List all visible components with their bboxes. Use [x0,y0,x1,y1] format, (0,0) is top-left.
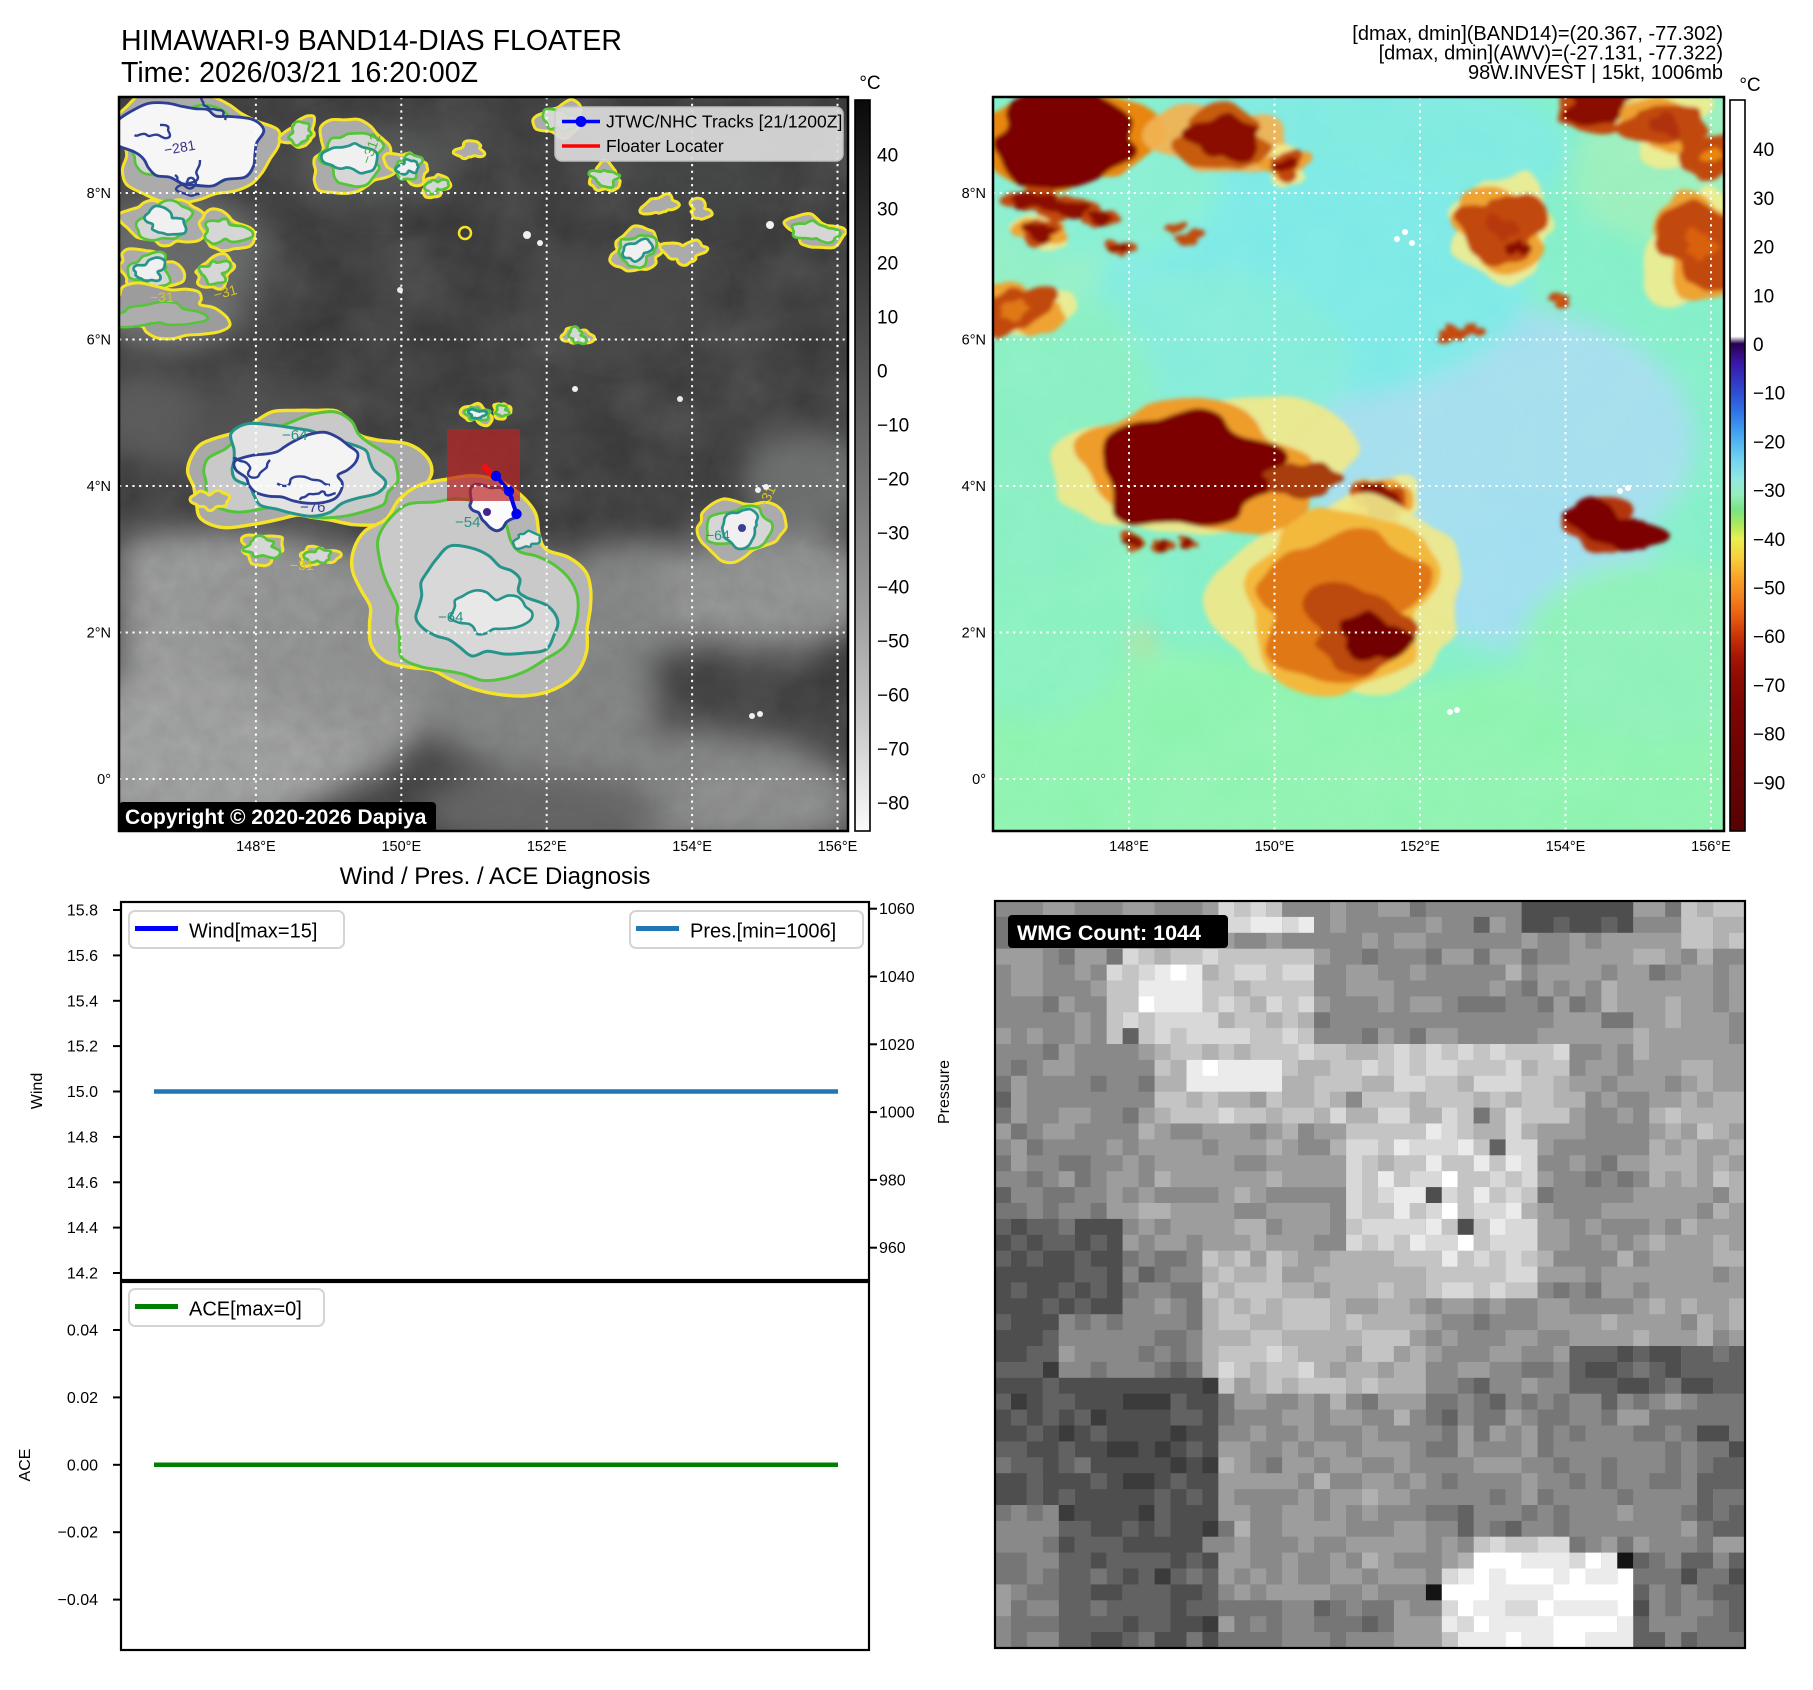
svg-text:150°E: 150°E [381,839,421,855]
svg-text:960: 960 [879,1240,906,1257]
svg-text:14.6: 14.6 [67,1175,98,1192]
svg-text:0: 0 [877,362,888,383]
svg-text:JTWC/NHC Tracks [21/1200Z]: JTWC/NHC Tracks [21/1200Z] [606,112,842,132]
svg-text:−64: −64 [706,527,730,543]
svg-text:14.4: 14.4 [67,1220,98,1237]
svg-text:15.6: 15.6 [67,948,98,965]
svg-text:6°N: 6°N [962,333,986,349]
svg-text:15.8: 15.8 [67,903,98,920]
svg-text:−20: −20 [1753,432,1785,453]
svg-text:−70: −70 [877,740,909,761]
svg-text:40: 40 [877,146,898,167]
svg-text:−10: −10 [1753,384,1785,405]
svg-text:0°: 0° [972,772,986,788]
svg-text:−60: −60 [1753,627,1785,648]
svg-text:−20: −20 [877,470,909,491]
svg-text:154°E: 154°E [1546,839,1586,855]
svg-text:−30: −30 [1753,481,1785,502]
svg-text:°C: °C [1739,75,1760,96]
svg-text:−31: −31 [290,557,314,573]
svg-text:−60: −60 [877,686,909,707]
svg-text:15.4: 15.4 [67,993,98,1010]
svg-text:ACE[max=0]: ACE[max=0] [189,1299,302,1321]
svg-text:0: 0 [1753,335,1764,356]
svg-text:−30: −30 [877,524,909,545]
svg-text:156°E: 156°E [818,839,858,855]
svg-text:4°N: 4°N [962,479,986,495]
svg-text:[dmax, dmin](BAND14)=(20.367,: [dmax, dmin](BAND14)=(20.367, -77.302) [1352,23,1723,45]
svg-text:0.00: 0.00 [67,1457,98,1474]
svg-text:−0.02: −0.02 [58,1525,99,1542]
svg-text:2°N: 2°N [87,626,111,642]
svg-text:10: 10 [877,308,898,329]
svg-text:°C: °C [859,73,880,94]
svg-text:4°N: 4°N [87,479,111,495]
svg-text:−64: −64 [282,427,307,444]
svg-text:152°E: 152°E [527,839,567,855]
svg-text:1060: 1060 [879,901,915,918]
svg-text:−76: −76 [300,499,325,516]
svg-text:0.04: 0.04 [67,1323,98,1340]
svg-text:WMG Count: 1044: WMG Count: 1044 [1017,921,1201,945]
svg-text:152°E: 152°E [1400,839,1440,855]
svg-text:20: 20 [1753,238,1774,259]
svg-text:Time: 2026/03/21 16:20:00Z: Time: 2026/03/21 16:20:00Z [121,57,478,89]
svg-text:98W.INVEST | 15kt, 1006mb: 98W.INVEST | 15kt, 1006mb [1468,62,1723,84]
svg-text:15.0: 15.0 [67,1084,98,1101]
svg-text:−64: −64 [438,609,463,626]
svg-text:HIMAWARI-9 BAND14-DIAS FLOATER: HIMAWARI-9 BAND14-DIAS FLOATER [121,25,622,57]
svg-text:20: 20 [877,254,898,275]
svg-text:148°E: 148°E [236,839,276,855]
svg-text:−50: −50 [877,632,909,653]
svg-text:40: 40 [1753,140,1774,161]
svg-text:1020: 1020 [879,1037,915,1054]
svg-text:−70: −70 [1753,676,1785,697]
svg-text:−31: −31 [212,281,239,303]
svg-text:Pressure: Pressure [936,1060,953,1124]
svg-text:−50: −50 [1753,579,1785,600]
svg-text:1000: 1000 [879,1105,915,1122]
svg-text:6°N: 6°N [87,333,111,349]
svg-text:0°: 0° [97,772,111,788]
svg-text:30: 30 [1753,189,1774,210]
svg-text:980: 980 [879,1172,906,1189]
svg-text:1040: 1040 [879,969,915,986]
svg-text:154°E: 154°E [672,839,712,855]
svg-text:−0.04: −0.04 [58,1592,99,1609]
svg-text:−54: −54 [455,514,480,531]
svg-text:10: 10 [1753,286,1774,307]
svg-text:−10: −10 [877,416,909,437]
svg-text:8°N: 8°N [962,186,986,202]
svg-text:−40: −40 [1753,530,1785,551]
svg-text:−80: −80 [877,794,909,815]
svg-text:−281: −281 [163,137,197,158]
svg-text:−31: −31 [150,289,174,305]
svg-text:150°E: 150°E [1255,839,1295,855]
svg-text:Copyright © 2020-2026 Dapiya: Copyright © 2020-2026 Dapiya [125,806,427,829]
svg-text:Wind[max=15]: Wind[max=15] [189,921,317,943]
svg-text:Wind: Wind [29,1073,46,1109]
svg-text:0.02: 0.02 [67,1390,98,1407]
svg-text:Pres.[min=1006]: Pres.[min=1006] [690,921,836,943]
svg-text:8°N: 8°N [87,186,111,202]
svg-text:15.2: 15.2 [67,1039,98,1056]
svg-text:14.2: 14.2 [67,1266,98,1283]
svg-text:156°E: 156°E [1691,839,1731,855]
svg-text:−80: −80 [1753,725,1785,746]
svg-text:−40: −40 [877,578,909,599]
svg-text:14.8: 14.8 [67,1129,98,1146]
svg-text:148°E: 148°E [1109,839,1149,855]
svg-text:Wind / Pres. / ACE Diagnosis: Wind / Pres. / ACE Diagnosis [340,863,651,890]
svg-text:[dmax, dmin](AWV)=(-27.131, -7: [dmax, dmin](AWV)=(-27.131, -77.322) [1379,43,1723,65]
svg-text:Floater Locater: Floater Locater [606,136,724,156]
svg-text:−90: −90 [1753,773,1785,794]
svg-text:2°N: 2°N [962,626,986,642]
svg-text:ACE: ACE [17,1449,34,1482]
svg-text:30: 30 [877,200,898,221]
